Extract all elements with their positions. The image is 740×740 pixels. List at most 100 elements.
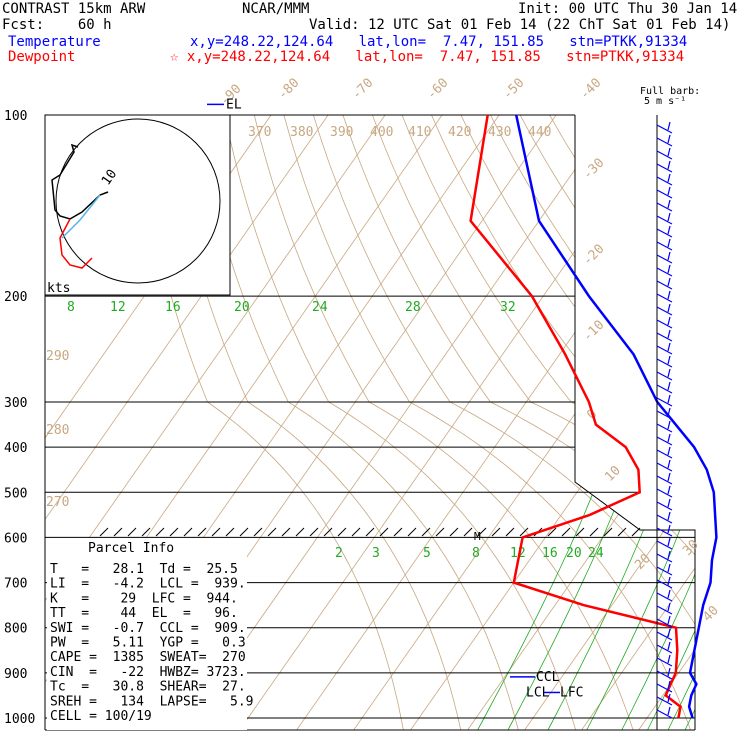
hodograph [51, 115, 231, 295]
parcel-info-row: Tc = 30.8 SHEAR= 27. [50, 680, 246, 695]
freezing-hatch [365, 527, 375, 537]
parcel-info-row: PW = 5.11 YGP = 0.3 [50, 636, 246, 651]
pressure-tick-label: 100 [4, 109, 27, 124]
isotherm-label: 10 [602, 463, 624, 485]
lcl-label: LCL [526, 685, 550, 700]
wind-barb-flag [667, 628, 671, 638]
forecast-hour: Fcst: 60 h [2, 17, 112, 33]
wind-barb-flag [667, 186, 671, 196]
freezing-hatch [561, 527, 571, 537]
isotherm [45, 115, 313, 730]
parcel-info-title: Parcel Info [88, 541, 174, 556]
plot-border [574, 115, 696, 730]
theta-label: 370 [248, 125, 271, 140]
mixing-ratio-line [542, 268, 695, 730]
wind-barb [656, 696, 673, 706]
wind-barb-flag [667, 420, 671, 430]
wind-barb-flag [667, 563, 671, 573]
wind-barb-flag [667, 355, 671, 365]
freezing-hatch [617, 527, 627, 537]
mixing-ratio-label: 20 [566, 546, 582, 561]
hodograph-trace-upper [51, 143, 109, 220]
wind-barbs [656, 115, 673, 730]
el-label: EL [226, 97, 242, 112]
wind-barb [656, 189, 673, 199]
mixing-ratio-line [679, 268, 695, 730]
wind-barb [656, 358, 673, 368]
mixing-ratio-line [694, 268, 695, 730]
full-barb-note-line2: 5 m s⁻¹ [644, 96, 686, 107]
init-time: Init: 00 UTC Thu 30 Jan 14 [518, 1, 738, 17]
m-label: M [474, 530, 481, 543]
wind-barb [656, 579, 673, 589]
freezing-hatch [477, 527, 487, 537]
wind-barb [656, 488, 673, 498]
theta-label: 280 [46, 423, 69, 438]
isotherm-label: -80 [275, 76, 302, 103]
isotherm [630, 115, 695, 730]
freezing-hatch [337, 527, 347, 537]
wind-barb-flag [667, 576, 671, 586]
wind-barb-flag [667, 511, 671, 521]
mixing-ratio-label: 8 [67, 300, 75, 315]
isotherm [516, 115, 695, 730]
wind-barb [656, 371, 673, 381]
wind-barb [656, 683, 673, 693]
wind-barb-flag [667, 407, 671, 417]
wind-barb [656, 280, 673, 290]
isotherm [45, 115, 427, 730]
pressure-tick-label: 500 [4, 486, 27, 501]
pressure-tick-label: 1000 [4, 712, 35, 727]
parcel-info-box [47, 538, 247, 730]
wind-barb-flag [667, 121, 671, 131]
freezing-hatch [155, 527, 165, 537]
wind-barb-flag [667, 498, 671, 508]
dry-adiabat [276, 115, 695, 730]
wind-barb-flag [667, 251, 671, 261]
wind-barb [656, 527, 673, 537]
dry-adiabat [333, 115, 695, 730]
isotherm [402, 115, 695, 730]
wind-barb [656, 176, 673, 186]
theta-label: 400 [370, 125, 393, 140]
dry-adiabat [362, 115, 695, 730]
wind-barb [656, 462, 673, 472]
dry-adiabat [305, 115, 695, 730]
wind-barb [656, 449, 673, 459]
temperature-label: Temperature [8, 34, 101, 50]
full-barb-note-line1: Full barb: [640, 86, 700, 97]
wind-barb-flag [667, 199, 671, 209]
freezing-hatch [281, 527, 291, 537]
wind-barb-flag [667, 459, 671, 469]
freezing-hatch [127, 527, 137, 537]
isotherm-label: -20 [580, 242, 607, 269]
freezing-hatch [407, 527, 417, 537]
wind-barb-flag [667, 641, 671, 651]
mixing-ratio-label: 12 [510, 546, 526, 561]
theta-label: 440 [528, 125, 551, 140]
wind-barb-flag [667, 238, 671, 248]
wind-barb [656, 332, 673, 342]
lfc-label: LFC [560, 685, 583, 700]
dewpoint-info: ☆ x,y=248.22,124.64 lat,lon= 7.47, 151.8… [170, 49, 685, 65]
dry-adiabat [735, 88, 740, 740]
isotherm [45, 115, 370, 730]
wind-barb [656, 397, 673, 407]
hodograph-box [44, 114, 231, 296]
dry-adiabat [505, 115, 695, 730]
profiles [469, 114, 718, 719]
isotherm [288, 115, 695, 730]
wind-barb [656, 241, 673, 251]
theta-label: 390 [330, 125, 353, 140]
wind-barb [656, 566, 673, 576]
mixing-ratio-line [580, 268, 695, 730]
isotherm [231, 115, 695, 730]
freezing-hatch [505, 527, 515, 537]
temperature-profile [514, 114, 718, 719]
mixing-ratio-line [616, 268, 695, 730]
wind-barb-flag [667, 706, 671, 716]
wind-barb [656, 150, 673, 160]
freezing-hatch [449, 527, 459, 537]
wind-barb [656, 293, 673, 303]
freezing-hatch [295, 527, 305, 537]
